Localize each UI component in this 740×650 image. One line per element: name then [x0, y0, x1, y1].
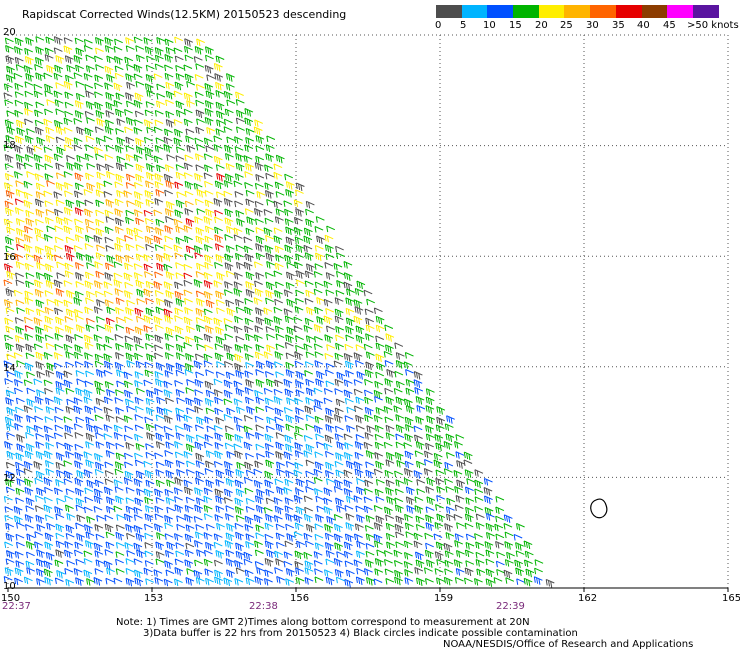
colorbar-swatch-5 [461, 5, 488, 18]
colorbar-swatch-35 [615, 5, 642, 18]
lon-label-153: 153 [144, 593, 164, 604]
lon-label-159: 159 [434, 593, 454, 604]
time-label-start: 22:37 [2, 601, 31, 612]
lat-label-20: 20 [3, 27, 16, 38]
time-label-end: 22:39 [496, 601, 525, 612]
colorbar-swatch-30 [590, 5, 616, 18]
lon-label-150: 150 [1, 593, 21, 604]
time-label-mid: 22:38 [249, 601, 278, 612]
map-title: Rapidscat Corrected Winds(12.5KM) 201505… [22, 8, 347, 21]
lat-label-12: 12 [3, 473, 16, 484]
lat-label-16: 16 [3, 252, 16, 263]
wind-barbs [3, 36, 555, 588]
colorbar-label-15: 15 [509, 20, 522, 31]
lon-label-162: 162 [578, 593, 598, 604]
colorbar-swatch-0 [436, 5, 462, 18]
lat-label-18: 18 [3, 140, 16, 151]
colorbar-swatch-15 [513, 5, 539, 18]
colorbar-swatch-25 [564, 5, 591, 18]
colorbar-label-0: 0 [435, 20, 442, 31]
note-line-3: NOAA/NESDIS/Office of Research and Appli… [443, 639, 694, 650]
note-line-1: Note: 1) Times are GMT 2)Times along bot… [116, 617, 530, 628]
lat-label-10: 10 [3, 581, 16, 592]
lon-label-156: 156 [290, 593, 310, 604]
note-line-2: 3)Data buffer is 22 hrs from 20150523 4)… [143, 628, 578, 639]
colorbar-label-10: 10 [483, 20, 496, 31]
colorbar-swatch-40 [641, 5, 668, 18]
lat-label-14: 14 [3, 363, 16, 374]
colorbar-label-35: 35 [612, 20, 625, 31]
colorbar-label-20: 20 [535, 20, 548, 31]
lon-label-165: 165 [722, 593, 740, 604]
contamination-circle [590, 498, 608, 519]
colorbar-swatch-10 [487, 5, 514, 18]
colorbar-label-50-knots: >50 knots [687, 20, 739, 31]
colorbar-labels: 0 5 10 15 20 25 30 35 40 45 >50 knots [430, 20, 740, 34]
colorbar-label-5: 5 [460, 20, 467, 31]
colorbar-swatch-45 [667, 5, 693, 18]
wind-speed-colorbar [436, 5, 719, 18]
colorbar-swatch-50 [692, 5, 719, 18]
colorbar-swatch-20 [538, 5, 565, 18]
colorbar-label-25: 25 [560, 20, 573, 31]
colorbar-label-40: 40 [637, 20, 650, 31]
colorbar-label-45: 45 [663, 20, 676, 31]
colorbar-label-30: 30 [586, 20, 599, 31]
map-gridlines [7, 34, 729, 592]
